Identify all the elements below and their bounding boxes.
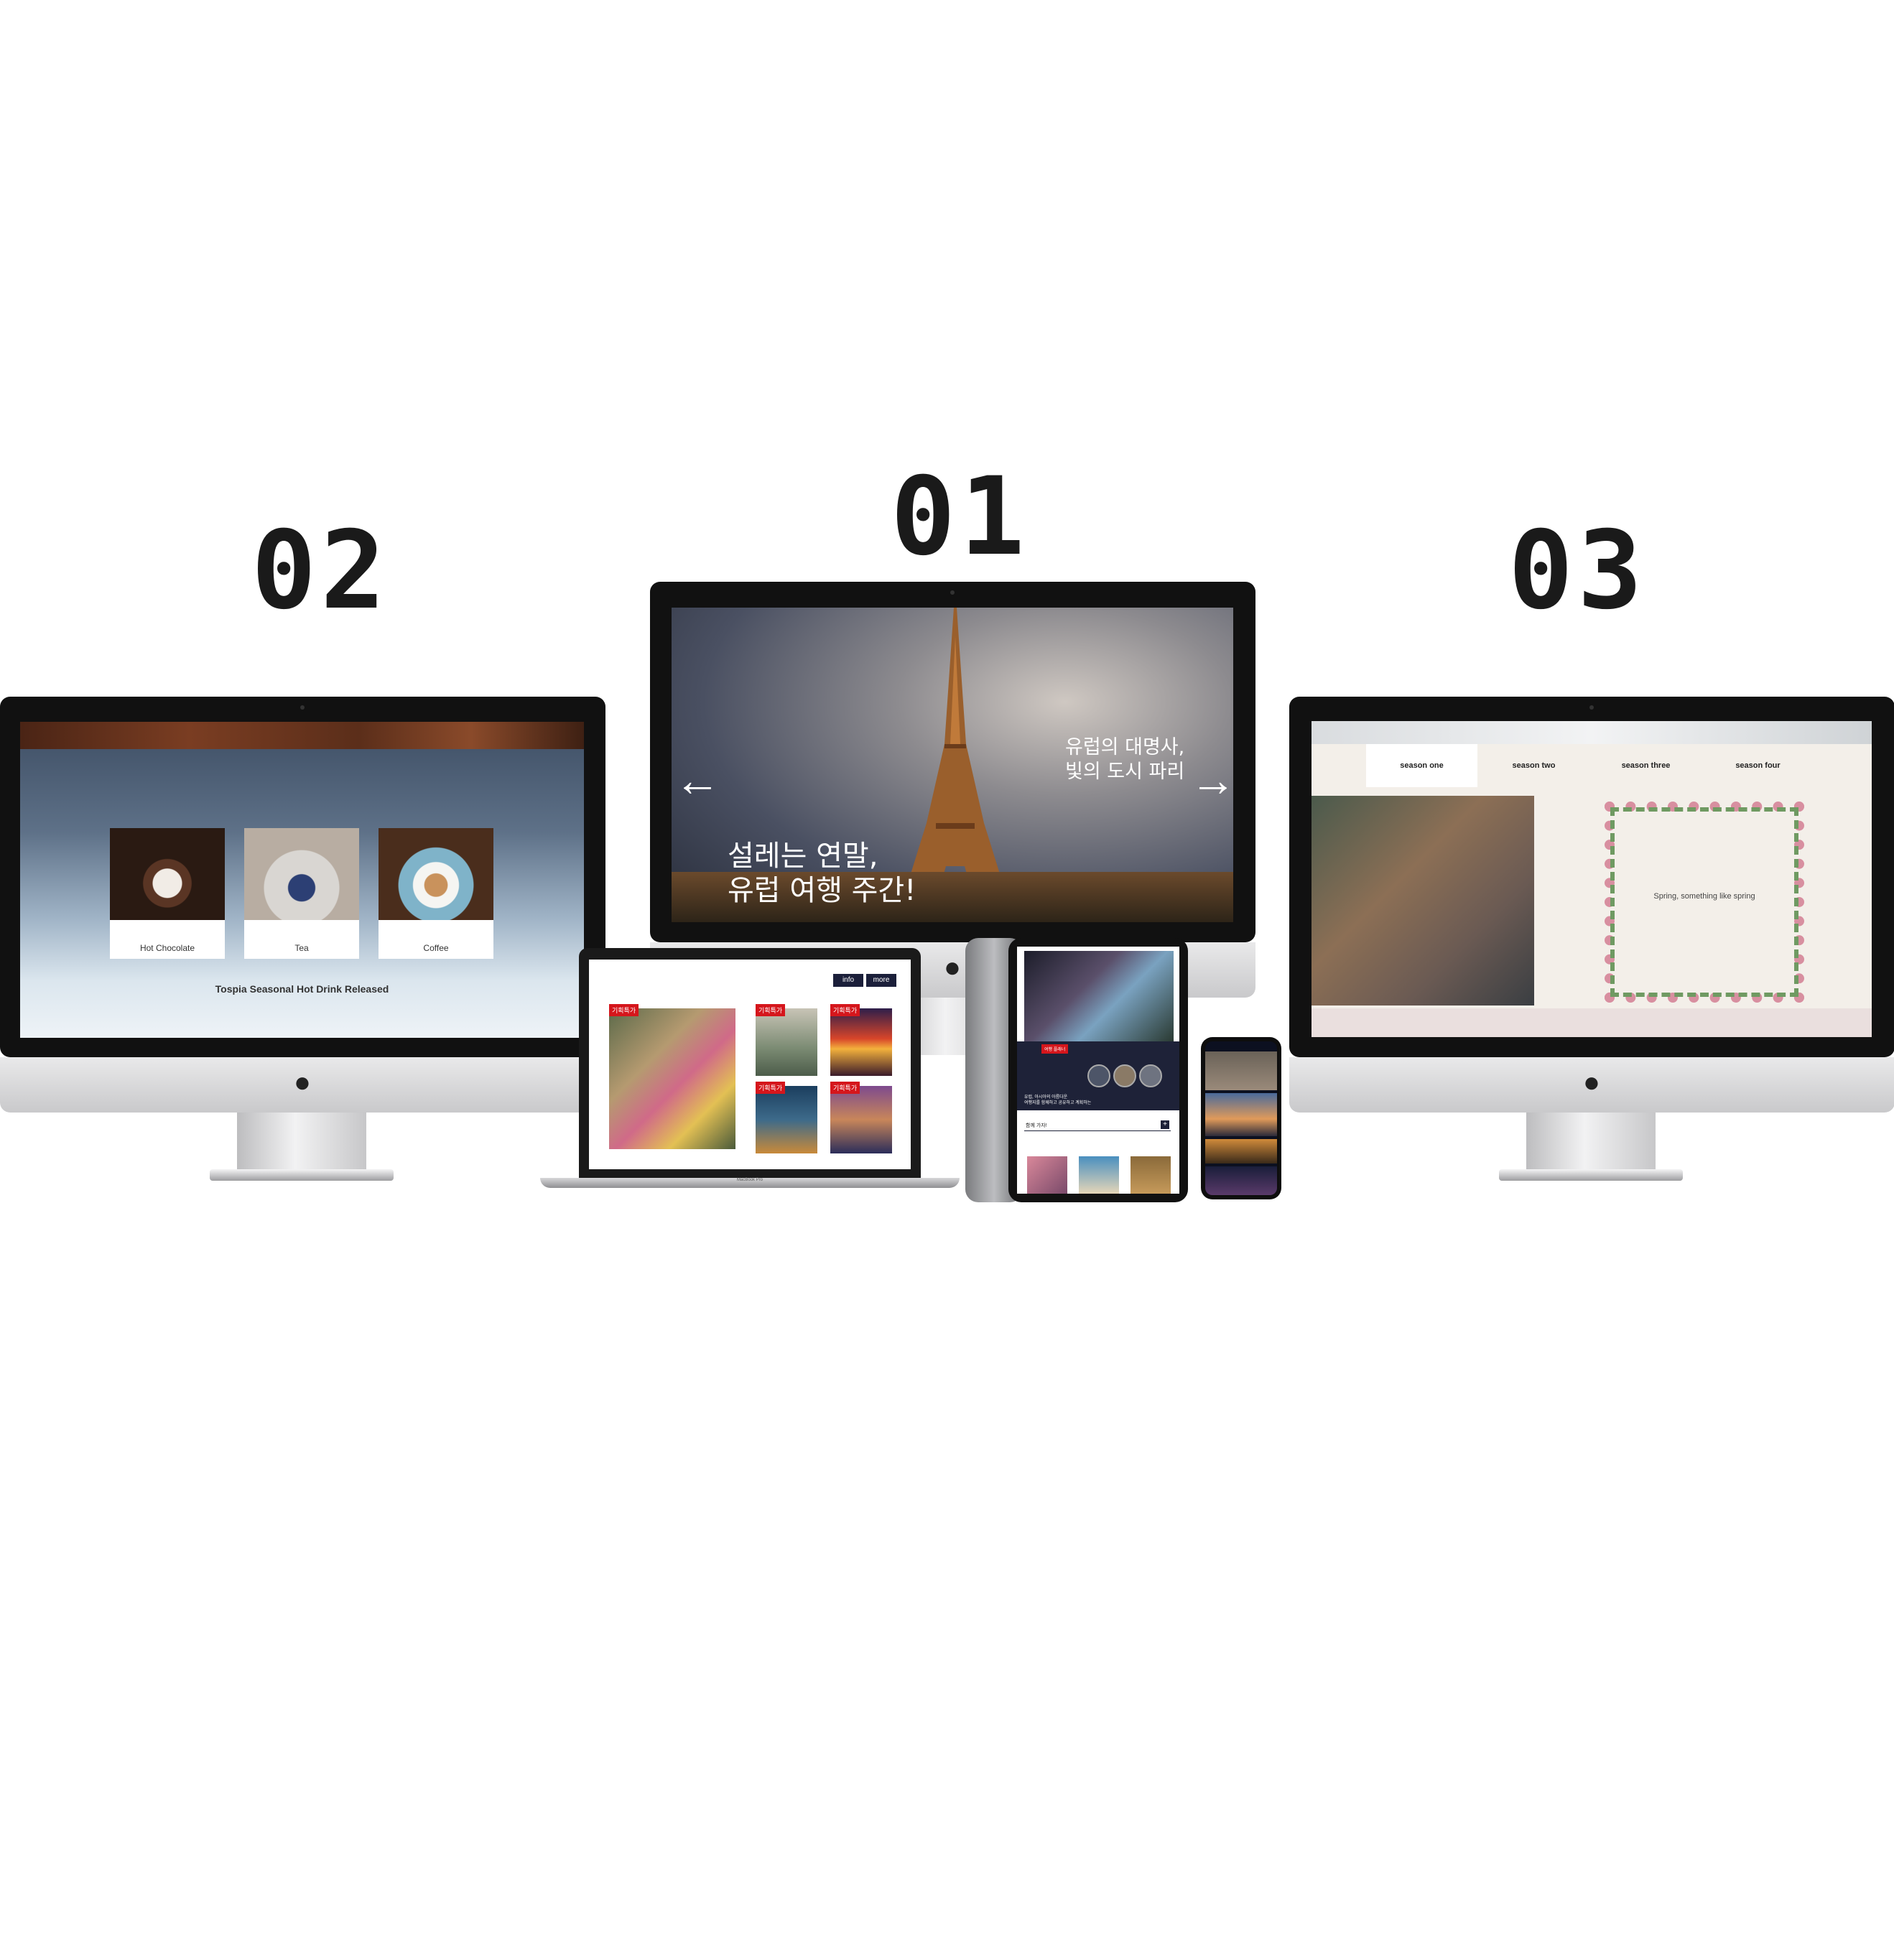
thumb-photo[interactable]	[830, 1086, 892, 1153]
tablet-thumb[interactable]	[1027, 1156, 1067, 1194]
promo-tag: 기획특가	[609, 1004, 639, 1016]
season-site-screen: season one season two season three seaso…	[1312, 721, 1872, 1037]
plus-icon[interactable]: +	[1161, 1120, 1169, 1129]
card-label: Coffee	[423, 943, 449, 953]
tab-season-two[interactable]: season two	[1512, 761, 1556, 770]
promo-tag: 기획특가	[756, 1082, 786, 1094]
laptop-screen: info more 기획특가 기획특가 기획특가 기획특가 기획특가	[589, 960, 911, 1169]
card-tea[interactable]: Tea	[244, 828, 359, 959]
coffee-site-screen: Hot Chocolate Tea Coffee Tospia Seasonal…	[20, 722, 584, 1038]
label-03: 03	[1508, 508, 1647, 633]
tablet-tag: 여행 플래너	[1041, 1044, 1069, 1054]
next-arrow-icon[interactable]: →	[1190, 754, 1233, 806]
headline-left: 설레는 연말, 유럽 여행 주간!	[728, 840, 916, 907]
thumb-photo[interactable]	[830, 1008, 892, 1076]
market-photo[interactable]	[609, 1008, 735, 1149]
apple-logo-icon: ●	[1582, 1067, 1601, 1098]
camera-icon	[950, 590, 955, 595]
tablet-promo: 유럽, 아시아의 아름다운 여행지를 함께하고 공유하고 계획하는	[1024, 1095, 1092, 1105]
coffee-tagline: Tospia Seasonal Hot Drink Released	[215, 983, 389, 995]
circle-photo[interactable]	[1113, 1064, 1136, 1087]
tab-season-one[interactable]: season one	[1366, 744, 1477, 787]
tablet-thumb[interactable]	[1131, 1156, 1171, 1194]
circle-photo[interactable]	[1139, 1064, 1162, 1087]
card-label: Tea	[294, 943, 309, 953]
promo-tag: 기획특가	[756, 1004, 786, 1016]
thumb-photo[interactable]	[756, 1086, 817, 1153]
tablet-screen: 여행 플래너 유럽, 아시아의 아름다운 여행지를 함께하고 공유하고 계획하는…	[1017, 947, 1179, 1194]
tab-season-four[interactable]: season four	[1735, 761, 1781, 770]
camera-icon	[1589, 705, 1594, 710]
apple-logo-icon: ●	[293, 1067, 312, 1098]
apple-logo-icon: ●	[943, 952, 962, 983]
promo-tag: 기획특가	[830, 1004, 860, 1016]
floral-wreath	[1605, 802, 1804, 1003]
paris-site-screen: 유럽의 대명사, 빛의 도시 파리 설레는 연말, 유럽 여행 주간! ← →	[672, 608, 1233, 922]
tablet-thumb[interactable]	[1079, 1156, 1119, 1194]
camera-icon	[300, 705, 305, 710]
portrait-photo	[1312, 796, 1534, 1005]
thumb-photo[interactable]	[756, 1008, 817, 1076]
card-label: Hot Chocolate	[139, 943, 195, 953]
tablet-section-title: 함께 가자!	[1026, 1123, 1047, 1128]
prev-arrow-icon[interactable]: ←	[674, 754, 720, 806]
eiffel-tower-image	[896, 608, 1015, 922]
info-button[interactable]: info	[833, 974, 863, 987]
phone-screen	[1205, 1041, 1277, 1195]
laptop-brand: MacBook Pro	[736, 1178, 763, 1182]
label-01: 01	[891, 455, 1029, 580]
season-caption: Spring, something like spring	[1653, 892, 1755, 901]
city-photo	[1024, 951, 1174, 1041]
tab-season-three[interactable]: season three	[1621, 761, 1671, 770]
circle-photo[interactable]	[1087, 1064, 1110, 1087]
more-button[interactable]: more	[866, 974, 896, 987]
headline-right: 유럽의 대명사, 빛의 도시 파리	[1065, 736, 1185, 783]
card-coffee[interactable]: Coffee	[379, 828, 493, 959]
card-hot-chocolate[interactable]: Hot Chocolate	[110, 828, 225, 959]
promo-tag: 기획특가	[830, 1082, 860, 1094]
label-02: 02	[251, 508, 390, 633]
wood-banner	[20, 722, 584, 749]
